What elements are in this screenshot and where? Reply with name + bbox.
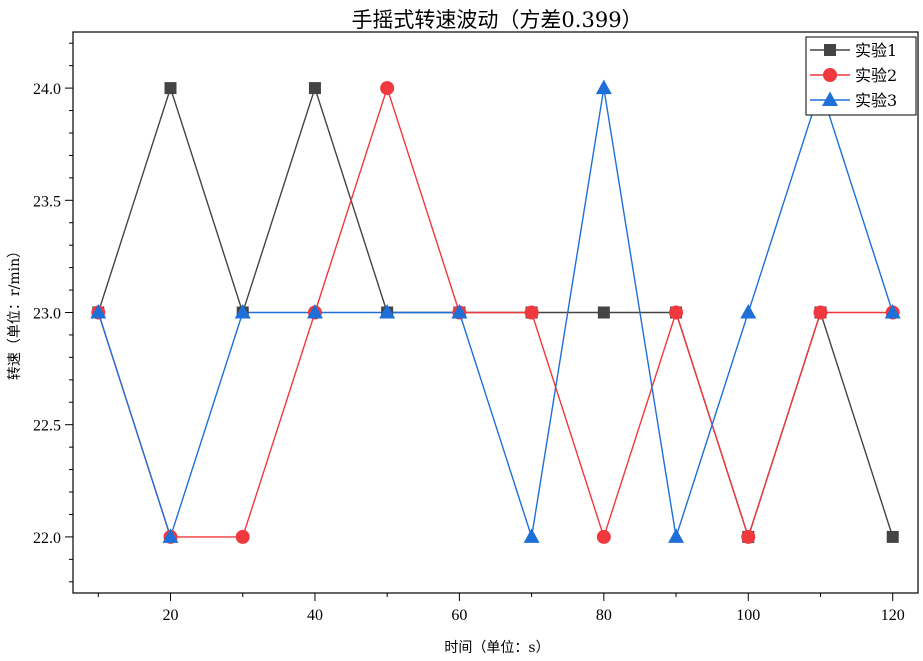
plot-area: 20 40 60 80 100 120 22.0 22.5 23.0 23.5 24.0: [33, 31, 919, 624]
series-3-point: [523, 528, 540, 543]
x-tick-label: 120: [881, 607, 905, 624]
series-1-point: [597, 306, 610, 319]
y-axis-title: 转速（单位：r/min）: [7, 244, 23, 380]
series-1-point: [164, 82, 177, 95]
legend-marker: [822, 91, 838, 106]
series-2-point: [741, 529, 756, 544]
series-3-point: [90, 304, 107, 319]
y-tick-label: 22.0: [33, 530, 61, 547]
series-3-point: [740, 304, 757, 319]
legend-label: 实验3: [855, 91, 897, 110]
series-2-point: [669, 305, 684, 320]
series-3-point: [234, 304, 251, 319]
series-2-point: [524, 305, 539, 320]
series-3-point: [306, 304, 323, 319]
series-3-point: [884, 304, 901, 319]
y-tick-label: 22.5: [33, 418, 61, 435]
series-3-point: [379, 304, 396, 319]
series-3-line: [97, 85, 894, 540]
y-tick-label: 23.0: [33, 306, 61, 323]
legend-label: 实验2: [855, 66, 897, 85]
x-tick-label: 60: [451, 607, 467, 624]
y-tick-label: 24.0: [33, 81, 61, 98]
series-2-point: [235, 529, 250, 544]
series-2-point: [596, 529, 611, 544]
chart-title: 手摇式转速波动（方差0.399）: [351, 8, 642, 32]
series-1-point: [886, 530, 899, 543]
legend: 实验1 实验2 实验3: [805, 36, 917, 116]
x-tick-label: 80: [596, 607, 612, 624]
legend-marker: [824, 44, 836, 56]
x-axis-title: 时间（单位：s）: [444, 640, 549, 656]
series-2-line: [97, 85, 893, 540]
x-tick-label: 20: [163, 607, 179, 624]
series-3-point: [595, 79, 612, 95]
series-2-point: [813, 305, 828, 320]
legend-marker: [823, 68, 837, 82]
series-3-point: [162, 528, 179, 543]
series-1-point: [308, 82, 321, 95]
y-tick-label: 23.5: [33, 193, 61, 210]
legend-label: 实验1: [855, 41, 897, 60]
x-tick-label: 100: [736, 607, 760, 624]
x-tick-label: 40: [307, 607, 323, 624]
series-3-point: [668, 528, 685, 543]
series-3-point: [451, 304, 468, 319]
series-2-point: [380, 81, 395, 96]
